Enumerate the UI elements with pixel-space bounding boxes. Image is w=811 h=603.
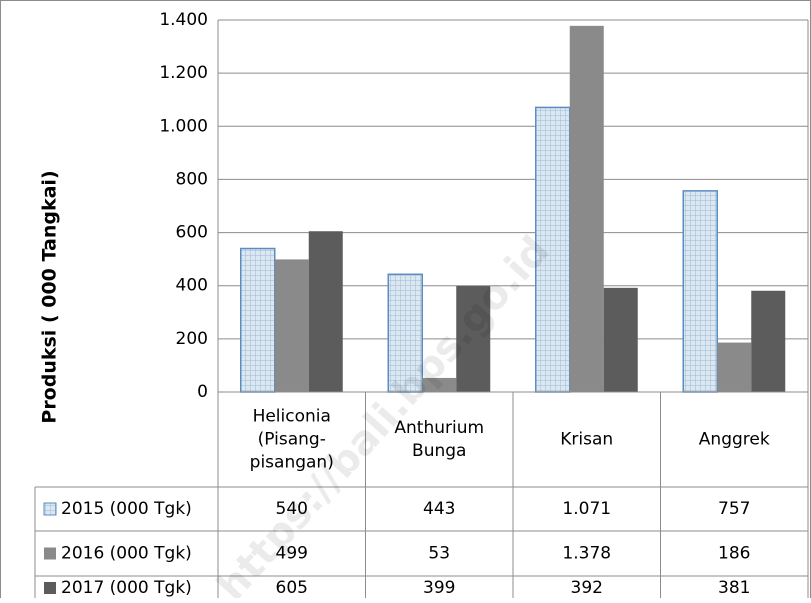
data-table-value: 53 — [428, 544, 450, 564]
data-table-value: 1.071 — [562, 499, 611, 519]
y-tick-label: 0 — [197, 382, 208, 402]
data-table-value: 757 — [718, 499, 750, 519]
y-tick-label: 400 — [176, 276, 208, 296]
y-axis-label: Produksi ( 000 Tangkai) — [39, 170, 61, 423]
legend-label: 2015 (000 Tgk) — [61, 499, 192, 519]
data-table-value: 1.378 — [562, 544, 611, 564]
bar — [603, 287, 638, 392]
data-table-value: 186 — [718, 544, 750, 564]
bar — [751, 290, 786, 392]
legend-key — [44, 547, 56, 560]
data-table-value: 392 — [571, 578, 603, 598]
bar — [274, 259, 309, 392]
data-table-value: 399 — [423, 578, 455, 598]
bar — [569, 25, 604, 393]
bar — [422, 377, 457, 392]
data-table-value: 499 — [276, 544, 308, 564]
data-table-value: 605 — [276, 578, 308, 598]
y-tick-label: 800 — [176, 169, 208, 189]
bar — [535, 106, 571, 393]
bar — [682, 190, 718, 393]
x-category-label: Bunga — [412, 441, 466, 461]
y-tick-label: 1.200 — [159, 63, 208, 83]
x-category-label: Anthurium — [394, 418, 484, 438]
data-table-value: 443 — [423, 499, 455, 519]
x-category-label: Heliconia — [253, 407, 331, 427]
bar — [456, 285, 491, 392]
x-category-label: pisangan) — [250, 453, 334, 473]
legend-key — [44, 582, 56, 594]
bar — [240, 247, 276, 393]
y-tick-label: 600 — [176, 223, 208, 243]
y-tick-label: 1.400 — [159, 10, 208, 30]
legend-key — [43, 502, 57, 516]
x-category-label: Krisan — [560, 430, 613, 450]
x-category-label: (Pisang- — [258, 430, 326, 450]
data-table-value: 381 — [718, 578, 750, 598]
y-tick-label: 1.000 — [159, 116, 208, 136]
bar — [308, 231, 343, 392]
data-table-value: 540 — [276, 499, 308, 519]
x-category-label: Anggrek — [699, 430, 770, 450]
legend-label: 2016 (000 Tgk) — [61, 544, 192, 564]
bar — [717, 342, 752, 392]
y-tick-label: 200 — [176, 329, 208, 349]
legend-label: 2017 (000 Tgk) — [61, 578, 192, 598]
